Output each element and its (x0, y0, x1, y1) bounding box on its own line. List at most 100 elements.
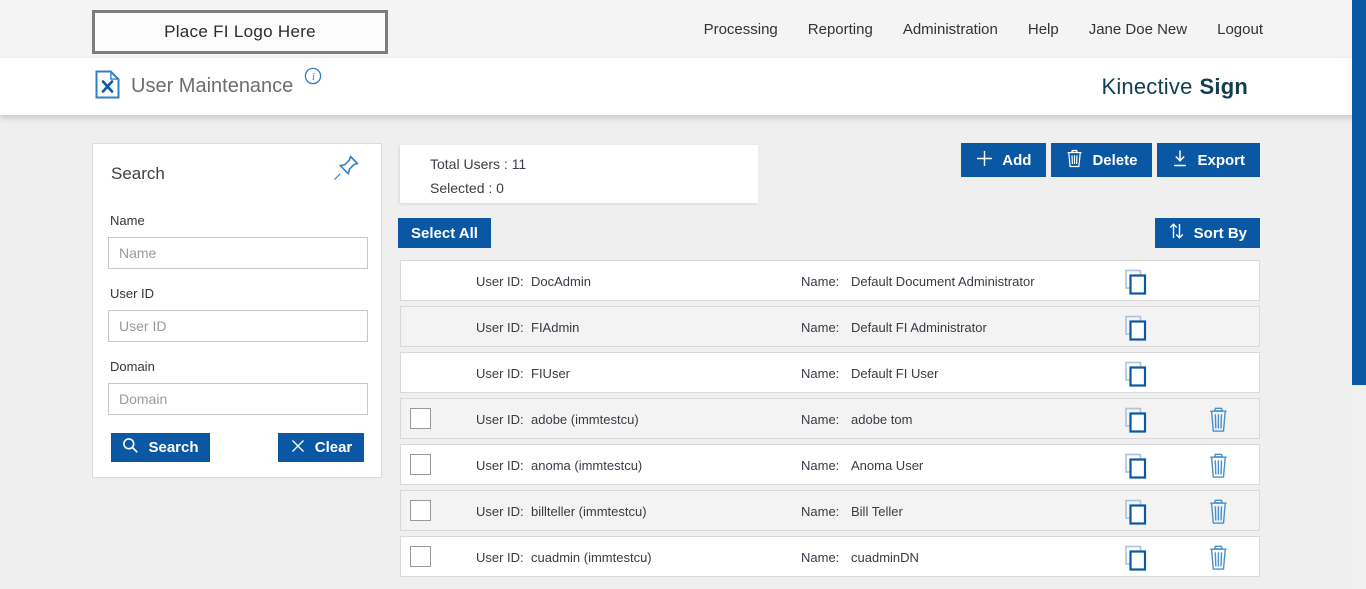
page-title: User Maintenance (131, 75, 294, 97)
sort-by-button[interactable]: Sort By (1154, 218, 1260, 248)
row-user-id-label: User ID: (476, 412, 524, 427)
delete-user-icon[interactable] (1207, 452, 1230, 484)
user-row[interactable]: User ID: FIAdmin Name: Default FI Admini… (400, 306, 1260, 347)
export-button-label: Export (1197, 151, 1245, 169)
name-field-label: Name (110, 213, 145, 228)
row-name-value: Default Document Administrator (851, 274, 1035, 289)
row-checkbox[interactable] (410, 546, 431, 567)
row-user-id-label: User ID: (476, 274, 524, 289)
brand-name-bold: Sign (1199, 73, 1248, 99)
user-row[interactable]: User ID: billteller (immtestcu) Name: Bi… (400, 490, 1260, 531)
user-row[interactable]: User ID: FIUser Name: Default FI User (400, 352, 1260, 393)
delete-button-label: Delete (1092, 151, 1138, 169)
row-name-label: Name: (801, 412, 840, 427)
row-name-label: Name: (801, 320, 840, 335)
domain-field-label: Domain (110, 359, 155, 374)
clear-x-icon (290, 438, 306, 458)
copy-user-icon[interactable] (1123, 360, 1148, 393)
users-summary: Total Users : 11 Selected : 0 (400, 145, 758, 203)
row-user-id-label: User ID: (476, 458, 524, 473)
download-icon (1172, 149, 1188, 171)
row-checkbox[interactable] (410, 408, 431, 429)
copy-user-icon[interactable] (1123, 452, 1148, 485)
clear-button[interactable]: Clear (278, 433, 364, 462)
copy-user-icon[interactable] (1123, 268, 1148, 301)
row-name-value: cuadminDN (851, 550, 919, 565)
row-checkbox[interactable] (410, 500, 431, 521)
user-id-input[interactable] (108, 310, 368, 342)
row-user-id-label: User ID: (476, 504, 524, 519)
plus-icon (976, 150, 993, 171)
list-actions: Add Delete Export (961, 143, 1260, 177)
row-name-label: Name: (801, 550, 840, 565)
delete-user-icon[interactable] (1207, 498, 1230, 530)
row-user-id-label: User ID: (476, 550, 524, 565)
row-user-id-value: adobe (immtestcu) (531, 412, 639, 427)
select-all-button[interactable]: Select All (398, 218, 491, 248)
row-name-label: Name: (801, 274, 840, 289)
name-field-group: Name (108, 213, 368, 269)
row-name-label: Name: (801, 458, 840, 473)
main-nav: Processing Reporting Administration Help… (704, 0, 1263, 58)
search-button-label: Search (148, 439, 199, 456)
delete-button[interactable]: Delete (1051, 143, 1153, 177)
row-name-value: Anoma User (851, 458, 924, 473)
trash-icon (1066, 149, 1083, 172)
delete-user-icon[interactable] (1207, 544, 1230, 576)
user-id-field-label: User ID (110, 286, 155, 301)
row-user-id-value: anoma (immtestcu) (531, 458, 643, 473)
add-button[interactable]: Add (961, 143, 1047, 177)
pin-icon[interactable] (331, 151, 363, 188)
sort-by-label: Sort By (1193, 224, 1247, 242)
copy-user-icon[interactable] (1123, 406, 1148, 439)
user-maintenance-doc-icon (95, 70, 120, 104)
info-icon[interactable]: i (304, 67, 322, 90)
total-users-text: Total Users : 11 (430, 156, 527, 172)
fi-logo-text: Place FI Logo Here (164, 22, 316, 41)
row-user-id-value: cuadmin (immtestcu) (531, 550, 652, 565)
select-all-label: Select All (411, 224, 478, 242)
row-checkbox[interactable] (410, 454, 431, 475)
page-head: User Maintenance i (95, 58, 322, 115)
copy-user-icon[interactable] (1123, 314, 1148, 347)
fi-logo-placeholder: Place FI Logo Here (92, 10, 388, 54)
row-name-value: Default FI User (851, 366, 939, 381)
scrollbar-track[interactable] (1352, 0, 1366, 589)
top-bar: Place FI Logo Here Processing Reporting … (0, 0, 1366, 58)
export-button[interactable]: Export (1157, 143, 1260, 177)
row-name-value: Bill Teller (851, 504, 903, 519)
page-title-bar: User Maintenance i Kinective Sign (0, 58, 1366, 115)
product-brand: Kinective Sign (1101, 58, 1248, 115)
domain-input[interactable] (108, 383, 368, 415)
nav-logout[interactable]: Logout (1217, 20, 1263, 38)
clear-button-label: Clear (314, 439, 353, 456)
row-name-label: Name: (801, 504, 840, 519)
user-list: User ID: DocAdmin Name: Default Document… (400, 260, 1260, 582)
domain-field-group: Domain (108, 359, 368, 415)
svg-text:i: i (312, 71, 315, 83)
user-id-field-group: User ID (108, 286, 368, 342)
delete-user-icon[interactable] (1207, 406, 1230, 438)
name-input[interactable] (108, 237, 368, 269)
selected-count-text: Selected : 0 (430, 180, 504, 196)
user-row[interactable]: User ID: adobe (immtestcu) Name: adobe t… (400, 398, 1260, 439)
scrollbar-thumb[interactable] (1352, 0, 1366, 385)
user-row[interactable]: User ID: DocAdmin Name: Default Document… (400, 260, 1260, 301)
nav-user-name[interactable]: Jane Doe New (1088, 20, 1188, 38)
search-button[interactable]: Search (111, 433, 210, 462)
user-row[interactable]: User ID: cuadmin (immtestcu) Name: cuadm… (400, 536, 1260, 577)
copy-user-icon[interactable] (1123, 498, 1148, 531)
user-row[interactable]: User ID: anoma (immtestcu) Name: Anoma U… (400, 444, 1260, 485)
row-name-value: Default FI Administrator (851, 320, 987, 335)
copy-user-icon[interactable] (1123, 544, 1148, 577)
nav-help[interactable]: Help (1027, 20, 1059, 38)
add-button-label: Add (1002, 151, 1032, 169)
row-user-id-label: User ID: (476, 366, 524, 381)
row-user-id-value: DocAdmin (531, 274, 591, 289)
row-user-id-label: User ID: (476, 320, 524, 335)
row-name-value: adobe tom (851, 412, 913, 427)
nav-administration[interactable]: Administration (902, 20, 998, 38)
nav-processing[interactable]: Processing (703, 20, 778, 38)
nav-reporting[interactable]: Reporting (807, 20, 873, 38)
